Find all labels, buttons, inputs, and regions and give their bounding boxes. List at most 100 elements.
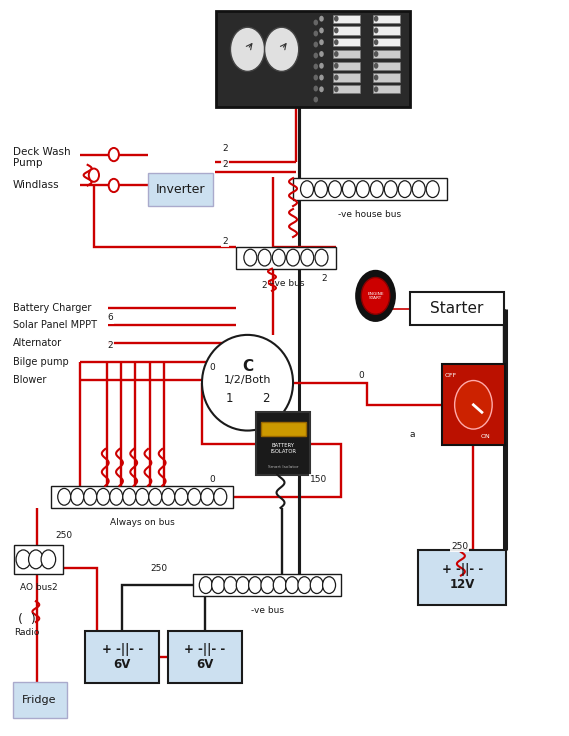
Circle shape [16, 550, 31, 569]
FancyBboxPatch shape [373, 26, 400, 35]
FancyBboxPatch shape [256, 412, 310, 475]
Circle shape [319, 63, 324, 68]
FancyBboxPatch shape [333, 50, 360, 58]
Text: (  ): ( ) [18, 613, 36, 626]
Circle shape [374, 15, 378, 21]
Text: 2: 2 [222, 144, 228, 153]
Circle shape [334, 74, 339, 80]
Text: Battery Charger: Battery Charger [13, 302, 91, 313]
Circle shape [314, 63, 318, 69]
Text: BATTERY
ISOLATOR: BATTERY ISOLATOR [270, 443, 296, 454]
Text: Smart Isolator: Smart Isolator [268, 465, 298, 469]
Text: 2: 2 [262, 281, 267, 290]
Text: Blower: Blower [13, 375, 46, 385]
Circle shape [334, 63, 339, 68]
Circle shape [334, 51, 339, 57]
Circle shape [57, 489, 71, 505]
Circle shape [356, 271, 395, 321]
FancyBboxPatch shape [236, 247, 336, 269]
Text: Alternator: Alternator [13, 338, 61, 348]
Text: 1/2/Both: 1/2/Both [224, 375, 271, 385]
Circle shape [286, 577, 299, 593]
Circle shape [136, 489, 149, 505]
Text: AO bus2: AO bus2 [19, 583, 57, 592]
Circle shape [261, 577, 274, 593]
Text: C: C [242, 359, 253, 374]
Circle shape [398, 181, 411, 197]
Text: Starter: Starter [430, 301, 483, 316]
Circle shape [199, 577, 212, 593]
Text: 250: 250 [451, 542, 468, 551]
Circle shape [314, 31, 318, 37]
Circle shape [244, 250, 257, 266]
Circle shape [319, 15, 324, 21]
Circle shape [212, 577, 225, 593]
Circle shape [323, 577, 336, 593]
Text: 6: 6 [107, 314, 113, 322]
Text: ENGINE
START: ENGINE START [367, 291, 384, 300]
Text: +ve bus: +ve bus [267, 279, 304, 288]
FancyBboxPatch shape [333, 26, 360, 35]
Circle shape [162, 489, 175, 505]
Circle shape [258, 250, 271, 266]
Circle shape [89, 169, 99, 182]
FancyBboxPatch shape [373, 85, 400, 93]
Text: 250: 250 [151, 564, 168, 573]
Text: Fridge: Fridge [22, 695, 57, 705]
Circle shape [319, 27, 324, 33]
FancyBboxPatch shape [333, 15, 360, 23]
FancyBboxPatch shape [51, 486, 233, 508]
FancyBboxPatch shape [410, 292, 504, 325]
Circle shape [273, 250, 285, 266]
Circle shape [374, 63, 378, 68]
Text: a: a [410, 430, 415, 439]
Text: 2: 2 [321, 274, 327, 283]
Circle shape [314, 52, 318, 58]
Circle shape [361, 277, 390, 314]
Circle shape [319, 51, 324, 57]
Circle shape [28, 550, 43, 569]
Circle shape [287, 250, 299, 266]
Circle shape [123, 489, 136, 505]
Circle shape [334, 39, 339, 45]
Circle shape [319, 39, 324, 45]
Text: Deck Wash
Pump: Deck Wash Pump [13, 146, 70, 169]
Text: 150: 150 [310, 475, 327, 484]
Circle shape [374, 39, 378, 45]
Circle shape [413, 181, 425, 197]
Circle shape [319, 74, 324, 80]
FancyBboxPatch shape [442, 364, 505, 445]
FancyBboxPatch shape [373, 62, 400, 70]
Circle shape [426, 181, 439, 197]
Text: + -||- -
6V: + -||- - 6V [184, 643, 225, 671]
Text: 0: 0 [358, 371, 364, 380]
Circle shape [319, 86, 324, 92]
FancyBboxPatch shape [168, 631, 242, 683]
FancyBboxPatch shape [193, 574, 341, 596]
Circle shape [314, 20, 318, 26]
FancyBboxPatch shape [13, 682, 67, 718]
FancyBboxPatch shape [293, 178, 447, 200]
Text: Bilge pump: Bilge pump [13, 357, 68, 367]
Circle shape [314, 85, 318, 91]
Text: 2: 2 [222, 237, 228, 246]
Circle shape [334, 86, 339, 92]
Circle shape [41, 550, 56, 569]
FancyBboxPatch shape [148, 173, 213, 206]
Circle shape [249, 577, 262, 593]
Text: Solar Panel MPPT: Solar Panel MPPT [13, 320, 97, 330]
Text: 2: 2 [262, 392, 270, 406]
Text: 1: 1 [225, 392, 233, 406]
FancyBboxPatch shape [373, 50, 400, 58]
Circle shape [334, 15, 339, 21]
Text: 0: 0 [209, 475, 215, 484]
Text: Windlass: Windlass [13, 180, 59, 191]
Circle shape [298, 577, 311, 593]
FancyBboxPatch shape [373, 74, 400, 82]
Text: 0: 0 [209, 364, 215, 372]
Text: -ve bus: -ve bus [251, 606, 284, 615]
Circle shape [109, 179, 119, 192]
Circle shape [315, 250, 328, 266]
Circle shape [224, 577, 237, 593]
Text: Always on bus: Always on bus [110, 518, 175, 527]
